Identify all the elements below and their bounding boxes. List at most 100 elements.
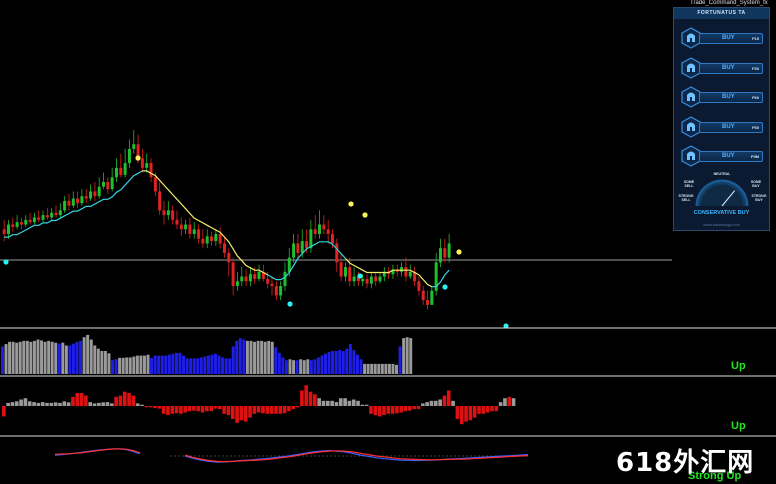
- histogram-2-bar: [127, 393, 131, 406]
- histogram-1-bar: [345, 348, 349, 374]
- signal-row[interactable]: BUY F30: [681, 56, 766, 79]
- histogram-1-bar: [203, 356, 207, 374]
- histogram-2-bar: [239, 406, 244, 421]
- signal-row[interactable]: BUY F60: [681, 86, 766, 108]
- histogram-2-bar: [10, 402, 15, 406]
- candle-body: [67, 200, 71, 206]
- histogram-1-bar: [22, 340, 26, 374]
- signal-bar: BUY F30: [699, 62, 763, 74]
- histogram-1-bar: [306, 359, 310, 374]
- candle-body: [6, 224, 10, 234]
- candle-body: [374, 276, 378, 282]
- gauge-face: [698, 182, 746, 206]
- ta-signal-panel[interactable]: FORTUNATUS TA BUY F15 BUY F30 BUY F60 BUY F60 BU…: [673, 7, 770, 231]
- oscillator-red-line: [54, 448, 141, 455]
- histogram-2-bar: [421, 403, 425, 406]
- histogram-2-bar: [161, 406, 166, 414]
- histogram-1-bar: [238, 338, 242, 374]
- histogram-1-bar: [64, 345, 68, 374]
- histogram-1-bar: [11, 341, 15, 374]
- signal-bar: BUY F60: [699, 92, 763, 103]
- candle-body: [197, 229, 201, 239]
- window-title[interactable]: Trade_Command_System_fx: [690, 0, 768, 6]
- candle-body: [41, 215, 45, 220]
- signal-timeframe: F60: [752, 95, 759, 100]
- secondary-ma-line: [142, 170, 268, 276]
- signal-timeframe: F30: [752, 65, 759, 71]
- signal-row[interactable]: BUY F0M: [681, 145, 766, 167]
- candle-body: [382, 271, 386, 277]
- candle-body: [300, 241, 304, 253]
- candle-body: [270, 283, 274, 286]
- histogram-2-bar: [494, 406, 499, 412]
- gauge-some-sell-label: SOME SELL: [683, 180, 695, 188]
- candle-body: [127, 148, 131, 164]
- histogram-1-bar: [57, 343, 61, 374]
- candle-body: [93, 191, 97, 197]
- histogram-2-bar: [23, 398, 28, 406]
- histogram-2-bar: [170, 406, 175, 414]
- histogram-1-bar: [54, 342, 58, 374]
- candle-body: [162, 210, 166, 216]
- histogram-1-bar: [313, 359, 317, 374]
- histogram-1-bar: [366, 363, 370, 374]
- histogram-2-bar: [313, 394, 317, 406]
- candle-body: [58, 210, 62, 216]
- histogram-2-bar: [446, 390, 451, 406]
- histogram-1-bar: [409, 338, 413, 374]
- histogram-2-bar: [45, 402, 49, 406]
- histogram-2-bar: [148, 406, 153, 408]
- candle-body: [365, 278, 369, 284]
- candle-body: [257, 271, 261, 279]
- candle-body: [175, 219, 179, 225]
- histogram-1-bar: [348, 344, 352, 374]
- histogram-1-bar: [132, 356, 136, 374]
- histogram-2-bar: [192, 406, 196, 411]
- candle-body: [179, 224, 183, 230]
- histogram-1-bar: [285, 360, 288, 374]
- histogram-1-bar: [331, 351, 335, 374]
- histogram-1-bar: [288, 359, 292, 374]
- signal-dot-cyan: [287, 301, 293, 307]
- histogram-2-bar: [485, 406, 490, 413]
- histogram-1-bar: [299, 359, 303, 374]
- candle-body: [309, 229, 313, 249]
- candle-body: [184, 224, 188, 230]
- candle-body: [214, 234, 218, 242]
- histogram-1-bar: [111, 360, 114, 374]
- histogram-2-bar: [2, 406, 6, 417]
- helmet-hex-icon: [681, 115, 701, 138]
- histogram-1-bar: [292, 360, 296, 374]
- candle-body: [348, 267, 352, 282]
- histogram-1-bar: [182, 355, 185, 374]
- histogram-2-bar: [71, 396, 75, 406]
- candle-body: [15, 222, 19, 227]
- histogram-1-bar: [327, 351, 331, 374]
- histogram-2-bar: [122, 391, 127, 406]
- histogram-1-bar: [334, 351, 338, 374]
- histogram-2-bar: [347, 400, 352, 406]
- histogram-2-bar: [32, 402, 36, 406]
- histogram-1-bar: [178, 352, 182, 374]
- histogram-1-bar: [249, 340, 253, 374]
- candle-body: [24, 219, 28, 225]
- histogram-2-bar: [334, 402, 339, 406]
- histogram-2-bar: [330, 400, 334, 406]
- histogram-1-bar: [50, 341, 54, 374]
- signal-dot-cyan: [503, 323, 509, 329]
- candle-body: [19, 222, 23, 225]
- signal-row[interactable]: BUY F60: [681, 115, 766, 138]
- candle-body: [136, 144, 140, 159]
- histogram-1-bar: [370, 363, 374, 374]
- histogram-2-bar: [300, 390, 304, 406]
- histogram-1-bar: [61, 342, 65, 374]
- signal-row[interactable]: BUY F15: [681, 27, 766, 49]
- histogram-1-bar: [75, 341, 79, 374]
- histogram-1-bar: [253, 341, 256, 374]
- histogram-2-bar: [351, 399, 356, 406]
- histogram-1-bar: [320, 355, 324, 374]
- histogram-2-bar: [27, 401, 32, 406]
- candle-body: [235, 281, 239, 286]
- candle-body: [71, 198, 75, 206]
- signal-label: BUY: [722, 94, 735, 100]
